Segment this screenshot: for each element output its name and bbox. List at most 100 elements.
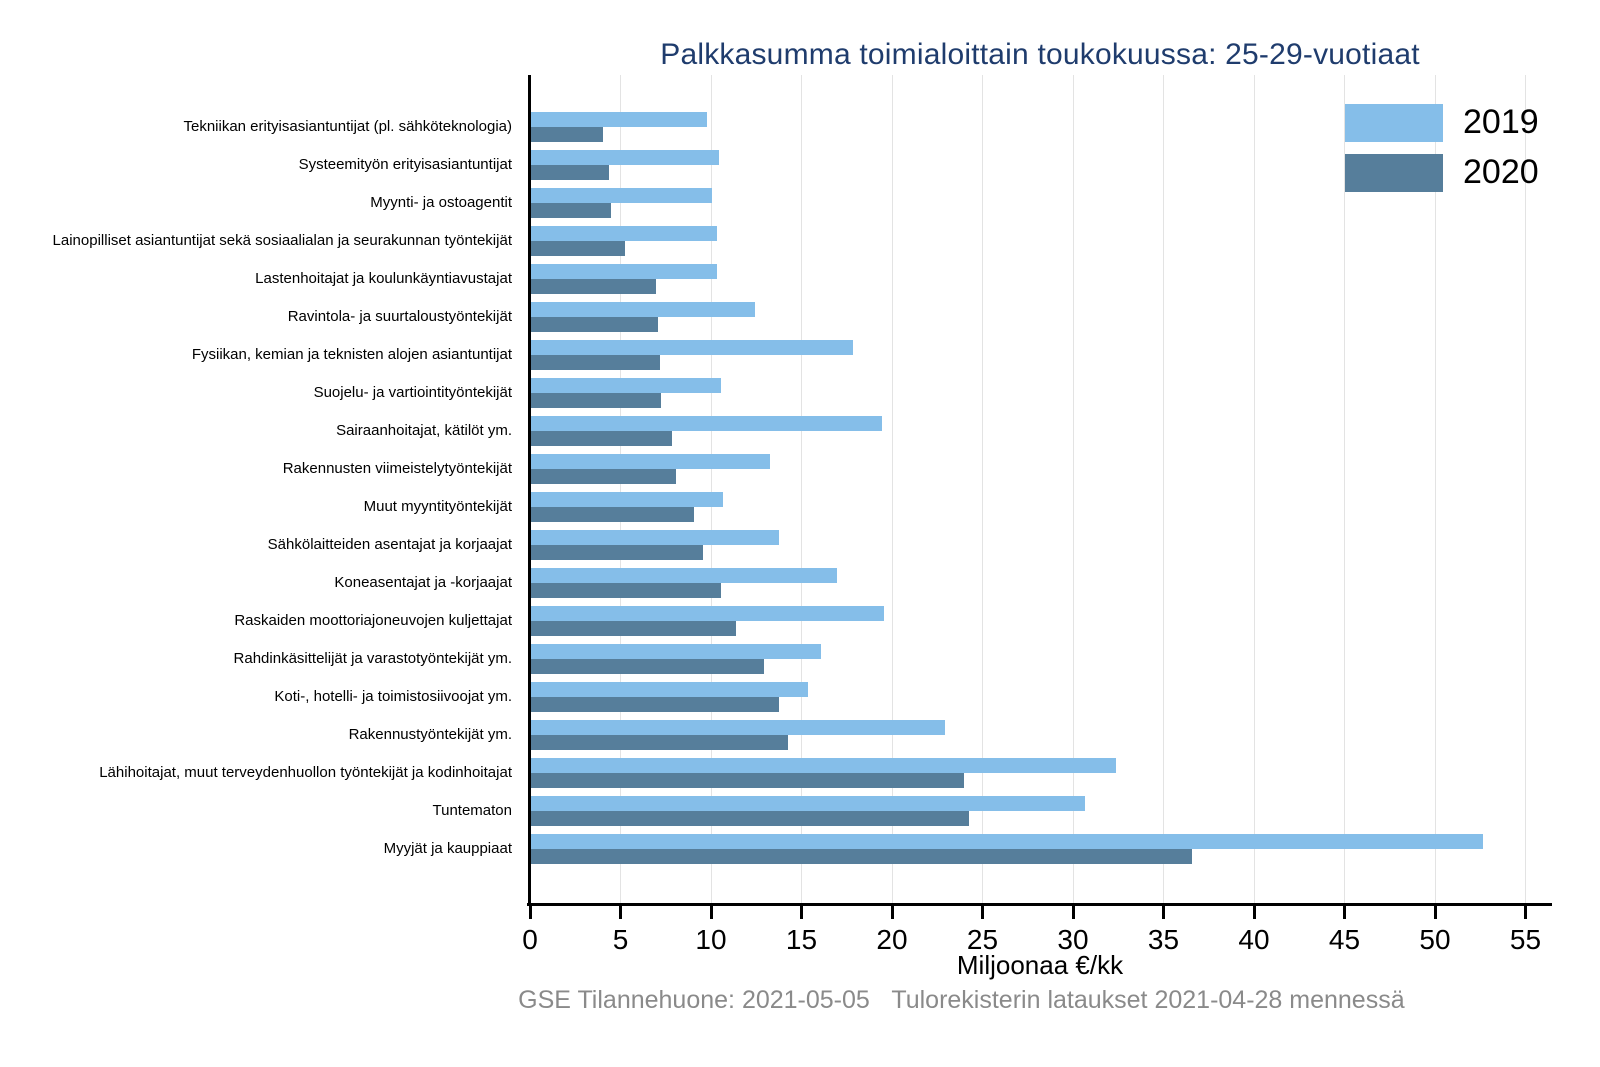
x-tick-label-15: 15 — [785, 924, 818, 955]
gridline-15 — [801, 75, 802, 903]
bar-2020-row-19 — [531, 811, 970, 826]
legend: 2019 2020 — [1345, 103, 1539, 203]
x-tick-45 — [1343, 906, 1346, 919]
bar-2020-row-13 — [531, 583, 722, 598]
bar-2020-row-17 — [531, 735, 789, 750]
bar-2020-row-18 — [531, 773, 964, 788]
bar-2020-row-11 — [531, 507, 694, 522]
gridline-40 — [1253, 75, 1255, 903]
bar-2019-row-16 — [531, 682, 808, 697]
x-tick-40 — [1252, 906, 1256, 919]
x-tick-label-55: 55 — [1509, 924, 1542, 955]
bar-2020-row-12 — [531, 545, 703, 560]
footer-note-right: Tulorekisterin lataukset 2021-04-28 menn… — [891, 986, 1405, 1014]
gridline-50 — [1434, 75, 1436, 903]
legend-label-2020: 2020 — [1463, 153, 1539, 191]
bar-2020-row-3 — [531, 203, 611, 218]
legend-swatch-2020 — [1345, 153, 1443, 192]
gridline-10 — [710, 75, 712, 903]
category-label-4: Lainopilliset asiantuntijat sekä sosiaal… — [52, 232, 512, 249]
x-tick-label-35: 35 — [1147, 924, 1180, 955]
legend-swatch-2019 — [1345, 103, 1443, 142]
category-label-8: Suojelu- ja vartiointityöntekijät — [313, 384, 512, 401]
x-tick-label-25: 25 — [966, 924, 999, 955]
bar-2019-row-2 — [531, 150, 720, 165]
category-label-2: Systeemityön erityisasiantuntijat — [298, 156, 512, 173]
x-axis-line — [527, 903, 1552, 906]
bar-2020-row-5 — [531, 279, 656, 294]
category-label-7: Fysiikan, kemian ja teknisten alojen asi… — [191, 346, 512, 363]
bar-2019-row-15 — [531, 644, 821, 659]
x-tick-label-40: 40 — [1238, 924, 1270, 955]
gridline-45 — [1344, 75, 1345, 903]
bar-2020-row-14 — [531, 621, 736, 636]
bar-2020-row-6 — [531, 317, 658, 332]
bar-2019-row-10 — [531, 454, 770, 469]
legend-item-2020: 2020 — [1345, 153, 1539, 192]
bar-2019-row-17 — [531, 720, 946, 735]
bar-2019-row-11 — [531, 492, 723, 507]
category-label-15: Rahdinkäsittelijät ja varastotyöntekijät… — [233, 650, 512, 667]
x-tick-25 — [981, 906, 984, 919]
bar-2019-row-4 — [531, 226, 718, 241]
x-tick-label-50: 50 — [1419, 924, 1451, 955]
bar-2020-row-9 — [531, 431, 673, 446]
x-tick-label-20: 20 — [876, 924, 908, 955]
x-axis-title: Miljoonaa €/kk — [956, 950, 1124, 980]
bar-2020-row-16 — [531, 697, 779, 712]
category-label-16: Koti-, hotelli- ja toimistosiivoojat ym. — [274, 688, 512, 705]
gridline-30 — [1072, 75, 1074, 903]
x-tick-55 — [1524, 906, 1527, 919]
x-tick-10 — [709, 906, 713, 919]
category-label-5: Lastenhoitajat ja koulunkäyntiavustajat — [255, 270, 512, 287]
category-label-17: Rakennustyöntekijät ym. — [348, 726, 512, 743]
footer-note-left: GSE Tilannehuone: 2021-05-05 — [518, 986, 870, 1014]
category-label-6: Ravintola- ja suurtaloustyöntekijät — [287, 308, 512, 325]
gridline-20 — [891, 75, 893, 903]
x-tick-30 — [1071, 906, 1075, 919]
y-axis-line — [528, 75, 531, 906]
category-label-11: Muut myyntityöntekijät — [363, 498, 512, 515]
category-label-20: Myyjät ja kauppiaat — [383, 840, 512, 857]
category-label-14: Raskaiden moottoriajoneuvojen kuljettaja… — [234, 612, 512, 629]
bar-2019-row-5 — [531, 264, 718, 279]
x-tick-label-5: 5 — [612, 924, 629, 955]
x-tick-20 — [890, 906, 894, 919]
bar-2020-row-7 — [531, 355, 660, 370]
bar-2020-row-15 — [531, 659, 765, 674]
category-label-1: Tekniikan erityisasiantuntijat (pl. sähk… — [183, 118, 512, 135]
bar-2019-row-14 — [531, 606, 884, 621]
x-tick-label-0: 0 — [522, 924, 538, 955]
bar-2019-row-12 — [531, 530, 779, 545]
bar-2020-row-4 — [531, 241, 626, 256]
bar-2020-row-1 — [531, 127, 604, 142]
bar-2019-row-9 — [531, 416, 883, 431]
bar-2019-row-13 — [531, 568, 837, 583]
bar-2020-row-20 — [531, 849, 1192, 864]
x-tick-label-30: 30 — [1057, 924, 1089, 955]
x-tick-15 — [800, 906, 803, 919]
bar-2020-row-10 — [531, 469, 676, 484]
bar-2020-row-2 — [531, 165, 609, 180]
category-label-12: Sähkölaitteiden asentajat ja korjaajat — [267, 536, 512, 553]
bar-2019-row-1 — [531, 112, 707, 127]
chart-title: Palkkasumma toimialoittain toukokuussa: … — [660, 38, 1420, 71]
gridline-5 — [620, 75, 621, 903]
x-tick-5 — [619, 906, 622, 919]
gridline-35 — [1163, 75, 1164, 903]
bar-2019-row-7 — [531, 340, 854, 355]
category-label-9: Sairaanhoitajat, kätilöt ym. — [336, 422, 512, 439]
category-label-3: Myynti- ja ostoagentit — [370, 194, 512, 211]
bar-2019-row-18 — [531, 758, 1116, 773]
x-tick-35 — [1162, 906, 1165, 919]
bar-2019-row-20 — [531, 834, 1484, 849]
bar-2020-row-8 — [531, 393, 662, 408]
gridline-55 — [1525, 75, 1526, 903]
category-label-19: Tuntematon — [432, 802, 513, 819]
bar-2019-row-19 — [531, 796, 1085, 811]
legend-item-2019: 2019 — [1345, 103, 1539, 142]
bar-2019-row-3 — [531, 188, 712, 203]
x-tick-label-10: 10 — [695, 924, 727, 955]
category-label-18: Lähihoitajat, muut terveydenhuollon työn… — [99, 764, 512, 781]
